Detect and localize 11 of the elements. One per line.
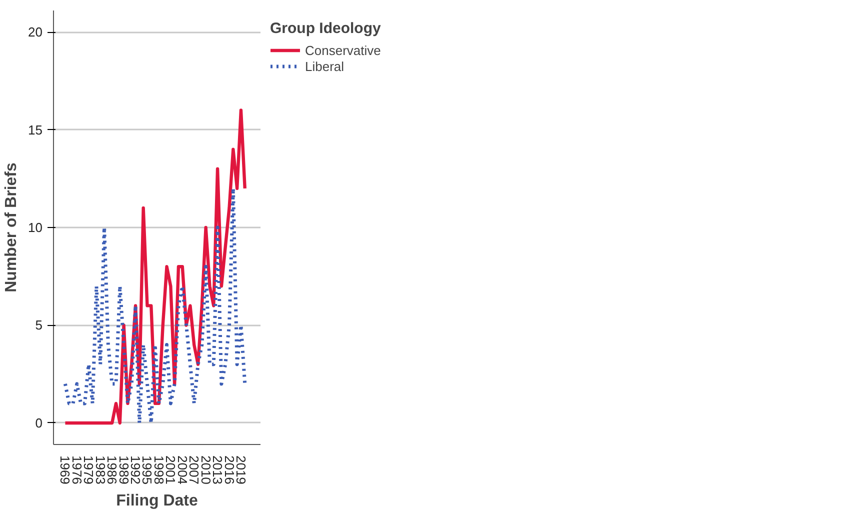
line-series — [63, 186, 247, 425]
y-tick-label: 20 — [28, 24, 43, 40]
y-tick-label: 15 — [28, 122, 43, 138]
y-axis-title: Number of Briefs — [3, 162, 20, 292]
y-tick-label: 10 — [28, 220, 43, 235]
x-axis-title: Filing Date — [116, 492, 198, 510]
legend-label: Conservative — [305, 42, 381, 58]
legend-label: Liberal — [305, 58, 344, 74]
legend-title: Group Ideology — [270, 20, 381, 37]
y-tick-label: 5 — [35, 318, 43, 333]
y-tick-label: 0 — [35, 415, 43, 430]
